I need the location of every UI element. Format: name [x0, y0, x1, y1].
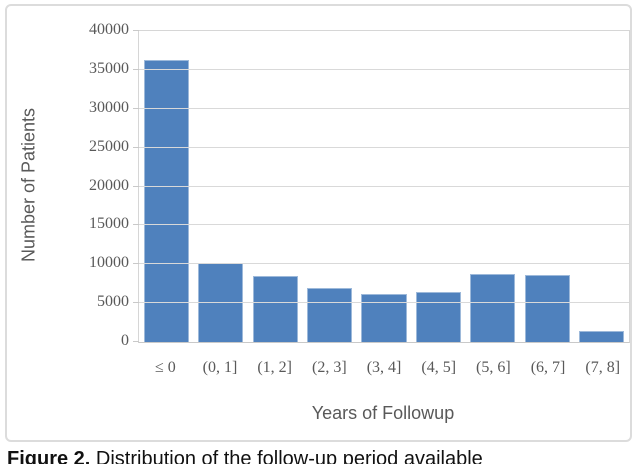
gridline: [139, 185, 629, 187]
bar-≤ 0: [143, 59, 189, 342]
x-axis-title: Years of Followup: [311, 403, 455, 423]
x-tick-label: (2, 3]: [312, 359, 347, 376]
y-axis-tick: [133, 68, 139, 70]
y-tick-label: 20000: [89, 176, 129, 194]
y-axis-tick: [133, 263, 139, 265]
bar-slot: [248, 31, 302, 342]
y-axis-tick: [133, 107, 139, 109]
x-tick-label: ≤ 0: [154, 359, 176, 376]
figure-caption-text: Distribution of the follow-up period ava…: [90, 448, 483, 464]
y-tick-label: 5000: [97, 293, 129, 311]
gridline: [139, 263, 629, 265]
bar-slot: [139, 31, 193, 342]
x-tick-label: (5, 6]: [476, 359, 511, 376]
gridline: [139, 302, 629, 304]
y-axis-labels: 0 5000 10000 15000 20000 25000 30000 35000 40000: [7, 21, 129, 349]
bar-slot: [357, 31, 411, 342]
figure-caption-label: Figure 2.: [7, 448, 91, 464]
gridline: [139, 146, 629, 148]
bar-slot: [520, 31, 574, 342]
bar-(5, 6]: [470, 273, 516, 342]
bar-slot: [466, 31, 520, 342]
bar-(2, 3]: [306, 287, 353, 342]
bar-(4, 5]: [415, 291, 461, 342]
bar-slot: [575, 31, 629, 342]
y-axis-tick: [133, 30, 139, 31]
y-axis-tick: [133, 341, 139, 342]
y-axis-tick: [133, 224, 139, 226]
y-axis-tick: [133, 185, 139, 187]
y-tick-label: 35000: [89, 59, 129, 77]
gridline: [139, 107, 629, 109]
y-tick-label: 25000: [89, 137, 129, 155]
gridline: [139, 68, 629, 70]
plot-area: [133, 30, 630, 343]
bar-slot: [193, 31, 247, 342]
figure-caption: Figure 2. Distribution of the follow-up …: [7, 448, 483, 464]
gridline: [139, 224, 629, 226]
y-axis-tick: [133, 146, 139, 148]
chart-frame: Number of Patients 0 5000 10000 15000 20000 2…: [5, 4, 632, 442]
x-tick-label: (0, 1]: [202, 359, 238, 376]
x-tick-label: (7, 8]: [585, 359, 621, 376]
bar-series: [139, 31, 629, 342]
bar-(6, 7]: [524, 274, 570, 342]
bar-slot: [302, 31, 356, 342]
y-tick-label: 40000: [89, 21, 129, 38]
x-axis-labels: ≤ 0 (0, 1] (1, 2] (2, 3] (3, 4] (4, 5] (5, 6] (…: [138, 359, 630, 377]
x-tick-label: (3, 4]: [366, 359, 402, 376]
y-tick-label: 30000: [89, 98, 129, 116]
y-tick-label: 10000: [89, 254, 129, 272]
x-tick-label: (4, 5]: [421, 359, 457, 376]
y-tick-label: 15000: [89, 215, 129, 233]
x-tick-label: (1, 2]: [257, 359, 292, 376]
bar-(7, 8]: [579, 331, 625, 342]
bar-(3, 4]: [361, 293, 407, 342]
x-tick-label: (6, 7]: [530, 359, 566, 376]
bar-(1, 2]: [252, 275, 298, 342]
bar-slot: [411, 31, 465, 342]
y-axis-tick: [133, 302, 139, 304]
y-tick-label: 0: [121, 332, 129, 349]
